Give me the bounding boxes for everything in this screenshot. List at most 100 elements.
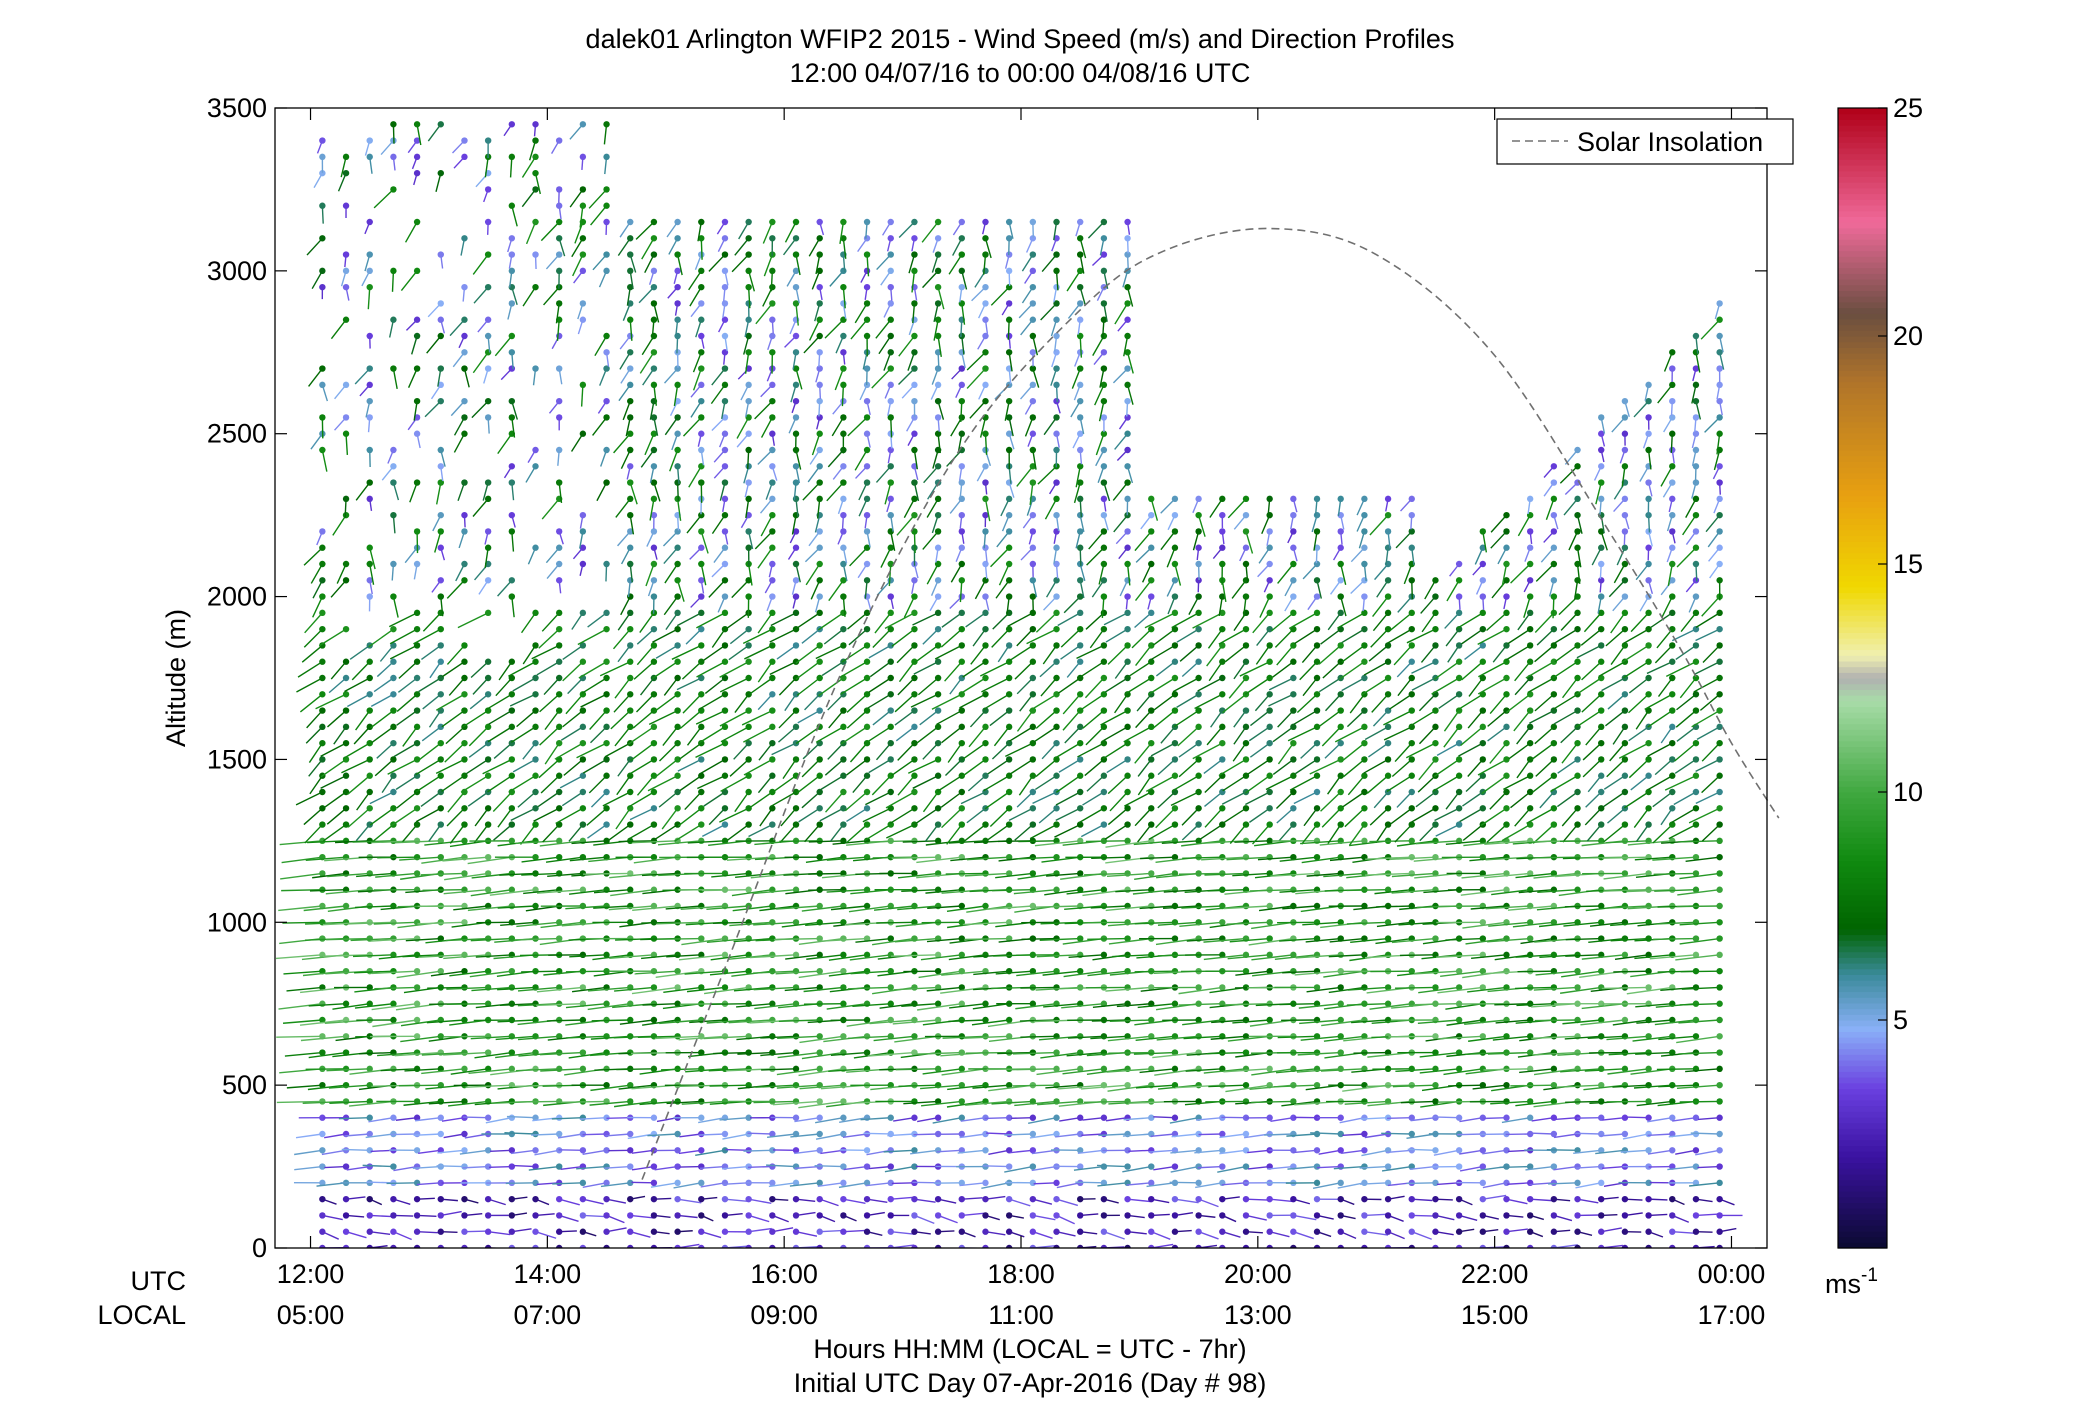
wind-barb <box>1055 772 1084 793</box>
wind-barb <box>1157 756 1179 776</box>
wind-barb <box>462 1163 492 1170</box>
wind-barb <box>647 577 658 597</box>
wind-barb <box>1077 739 1108 758</box>
wind-barb <box>435 756 468 775</box>
wind-barb <box>922 528 942 550</box>
wind-barb <box>772 1147 800 1154</box>
wind-barb <box>1296 1065 1344 1073</box>
wind-barb <box>351 658 373 681</box>
wind-barb <box>540 1065 587 1073</box>
wind-barb <box>555 1244 571 1248</box>
wind-barb <box>922 625 942 645</box>
wind-barb <box>484 1212 509 1219</box>
wind-barb <box>748 821 776 838</box>
wind-barb <box>1112 479 1131 501</box>
wind-barb <box>508 1244 516 1248</box>
wind-barb <box>1153 691 1179 711</box>
wind-barb <box>1534 935 1581 943</box>
wind-barb <box>281 886 326 893</box>
wind-barb <box>437 1210 462 1219</box>
wind-barb <box>895 1065 942 1073</box>
wind-barb <box>792 349 800 370</box>
colorbar-band <box>1838 222 1887 229</box>
wind-barb <box>794 1147 823 1155</box>
wind-barb <box>937 772 965 792</box>
wind-barb <box>1040 919 1084 926</box>
wind-barb <box>1550 511 1559 530</box>
wind-barb <box>559 772 587 789</box>
wind-barb <box>521 853 563 863</box>
wind-barb <box>1063 967 1108 978</box>
wind-barb <box>1041 251 1060 273</box>
wind-barb <box>550 137 563 154</box>
wind-barb <box>700 756 729 774</box>
wind-barb <box>1073 479 1084 504</box>
wind-barb <box>674 251 683 276</box>
wind-barb <box>308 365 326 387</box>
wind-barb <box>629 805 658 821</box>
wind-barb <box>427 121 444 142</box>
wind-barb <box>757 691 776 711</box>
wind-barb <box>1085 837 1131 845</box>
wind-barb <box>981 674 1013 693</box>
wind-barb <box>1103 609 1131 626</box>
colorbar-band <box>1838 535 1887 542</box>
colorbar-unit-base: ms <box>1825 1269 1861 1299</box>
wind-barb <box>834 365 847 391</box>
wind-barb <box>603 1244 610 1248</box>
wind-barb <box>1011 1114 1037 1121</box>
wind-barb <box>1222 772 1250 792</box>
wind-barb <box>1586 886 1629 893</box>
wind-barb <box>681 935 729 946</box>
wind-barb <box>340 267 350 287</box>
colorbar-band <box>1838 923 1887 930</box>
wind-barb <box>603 560 610 582</box>
wind-barb <box>769 658 800 676</box>
wind-barb <box>736 1000 776 1008</box>
wind-barb <box>886 235 894 252</box>
wind-barb <box>532 1228 557 1239</box>
wind-barb <box>1033 723 1060 743</box>
wind-barb <box>815 1130 847 1140</box>
wind-barb <box>823 625 847 645</box>
wind-barb <box>1459 1147 1487 1155</box>
wind-barb <box>461 283 468 302</box>
wind-barb <box>1068 951 1108 959</box>
wind-barb <box>1290 495 1298 513</box>
wind-barb <box>495 674 516 697</box>
wind-barb <box>612 625 634 650</box>
wind-barb <box>847 414 871 437</box>
wind-barb <box>393 1163 421 1172</box>
wind-barb <box>387 446 397 464</box>
wind-barb <box>673 1179 705 1189</box>
colorbar-band <box>1838 307 1887 314</box>
colorbar-band <box>1838 170 1887 177</box>
colorbar-band <box>1838 1202 1887 1209</box>
wind-barb <box>1005 1228 1025 1238</box>
wind-barb <box>400 267 421 292</box>
wind-barb <box>555 1212 579 1222</box>
wind-barb <box>592 919 634 926</box>
wind-barb <box>808 316 823 341</box>
wind-barb <box>1250 707 1273 727</box>
wind-barb <box>1046 870 1084 877</box>
wind-barb <box>1692 1228 1713 1235</box>
wind-barb <box>679 772 705 792</box>
wind-barb <box>958 332 965 355</box>
wind-barb <box>366 560 375 585</box>
wind-barb <box>703 788 729 807</box>
wind-barb <box>1320 625 1344 645</box>
wind-barb <box>301 642 326 663</box>
wind-barb <box>1284 577 1297 597</box>
wind-barb <box>1654 756 1676 776</box>
wind-barb <box>1115 528 1131 545</box>
wind-barb <box>620 365 634 384</box>
colorbar-band <box>1838 336 1887 343</box>
wind-barb <box>441 707 468 728</box>
wind-barb <box>458 332 468 349</box>
wind-barb <box>666 218 681 238</box>
wind-barb <box>648 267 658 285</box>
colorbar-band <box>1838 1094 1887 1101</box>
wind-barb <box>416 1179 444 1187</box>
wind-barb <box>282 1016 326 1024</box>
